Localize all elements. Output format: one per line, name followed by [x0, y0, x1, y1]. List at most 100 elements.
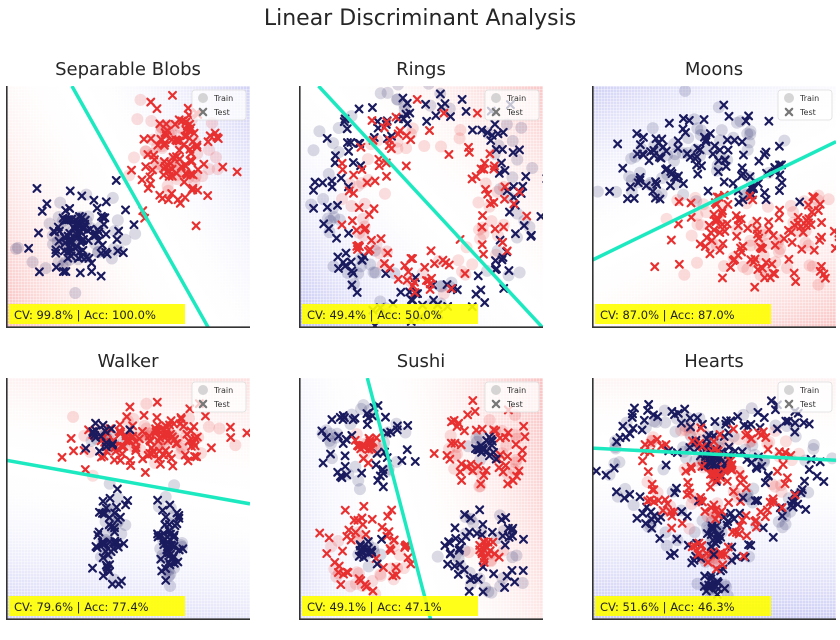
legend-test-label: Test	[506, 400, 523, 409]
plot-area: Train Test CV: 99.8% | Acc: 100.0%	[6, 86, 250, 328]
train-point	[229, 439, 241, 451]
train-point	[451, 448, 463, 460]
plot-area: Train Test CV: 87.0% | Acc: 87.0%	[592, 86, 836, 328]
panel-title: Sushi	[297, 350, 545, 374]
panel-title: Rings	[297, 58, 545, 82]
train-point	[498, 219, 510, 231]
train-point	[592, 186, 604, 198]
score-label: CV: 99.8% | Acc: 100.0%	[9, 304, 185, 324]
train-point	[507, 135, 519, 147]
legend-test-label: Test	[506, 108, 523, 117]
panel-title: Hearts	[590, 350, 838, 374]
train-point	[213, 423, 225, 435]
train-point	[776, 521, 788, 533]
train-point	[515, 122, 527, 134]
train-point	[54, 197, 66, 209]
train-point	[354, 483, 366, 495]
train-point	[131, 113, 143, 125]
score-label: CV: 49.4% | Acc: 50.0%	[302, 304, 478, 324]
legend-test-label: Test	[799, 400, 816, 409]
train-point	[463, 546, 475, 558]
score-text: CV: 79.6% | Acc: 77.4%	[14, 600, 149, 614]
train-point	[210, 151, 222, 163]
score-label: CV: 51.6% | Acc: 46.3%	[595, 596, 771, 616]
train-point	[140, 398, 152, 410]
train-point	[716, 124, 728, 136]
panel-walker: Walker Train Test CV: 79.6% | Acc: 77.4%	[4, 350, 252, 640]
plot-area: Train Test CV: 51.6% | Acc: 46.3%	[592, 378, 836, 620]
train-point	[484, 414, 496, 426]
legend-test-label: Test	[213, 400, 230, 409]
legend-train-marker	[491, 385, 501, 395]
plot-area: Train Test CV: 49.1% | Acc: 47.1%	[299, 378, 543, 620]
train-point	[526, 162, 538, 174]
train-point	[691, 257, 703, 269]
train-point	[823, 193, 835, 205]
train-point	[203, 421, 215, 433]
legend-train-marker	[491, 93, 501, 103]
train-point	[781, 262, 793, 274]
panel-title: Separable Blobs	[4, 58, 252, 82]
legend: Train Test	[778, 382, 832, 412]
train-point	[659, 416, 671, 428]
train-point	[432, 551, 444, 563]
panel-title: Moons	[590, 58, 838, 82]
panel-rings: Rings Train Test CV: 49.4% | Acc: 50.0%	[297, 58, 545, 348]
train-point	[129, 228, 141, 240]
score-text: CV: 99.8% | Acc: 100.0%	[14, 308, 156, 322]
train-point	[683, 523, 695, 535]
train-point	[12, 242, 24, 254]
train-point	[112, 214, 124, 226]
legend: Train Test	[778, 90, 832, 120]
figure-title: Linear Discriminant Analysis	[0, 6, 840, 31]
train-point	[438, 288, 450, 300]
train-point	[780, 435, 792, 447]
legend-train-marker	[198, 93, 208, 103]
legend-test-label: Test	[213, 108, 230, 117]
plot-area: Train Test CV: 79.6% | Acc: 77.4%	[6, 378, 250, 620]
score-text: CV: 49.1% | Acc: 47.1%	[307, 600, 442, 614]
train-point	[135, 94, 147, 106]
legend: Train Test	[192, 90, 246, 120]
train-point	[647, 122, 659, 134]
panel-separable-blobs: Separable Blobs Train Test CV: 99.8% | Acc…	[4, 58, 252, 348]
score-text: CV: 51.6% | Acc: 46.3%	[600, 600, 735, 614]
train-point	[472, 197, 484, 209]
train-point	[466, 258, 478, 270]
train-point	[375, 87, 387, 99]
train-point	[69, 287, 81, 299]
legend: Train Test	[485, 382, 539, 412]
panel-title: Walker	[4, 350, 252, 374]
train-point	[454, 124, 466, 136]
score-label: CV: 79.6% | Acc: 77.4%	[9, 596, 185, 616]
legend: Train Test	[485, 90, 539, 120]
train-point	[807, 443, 819, 455]
legend-train-marker	[784, 93, 794, 103]
train-point	[686, 230, 698, 242]
legend-test-label: Test	[799, 108, 816, 117]
train-point	[379, 188, 391, 200]
score-label: CV: 49.1% | Acc: 47.1%	[302, 596, 478, 616]
legend: Train Test	[192, 382, 246, 412]
legend-train-label: Train	[213, 94, 233, 103]
panel-hearts: Hearts Train Test CV: 51.6% | Acc: 46.3%	[590, 350, 838, 640]
train-point	[418, 140, 430, 152]
legend-train-label: Train	[799, 94, 819, 103]
train-point	[27, 256, 39, 268]
legend-train-label: Train	[799, 386, 819, 395]
score-text: CV: 87.0% | Acc: 87.0%	[600, 308, 735, 322]
score-label: CV: 87.0% | Acc: 87.0%	[595, 304, 771, 324]
train-point	[400, 142, 412, 154]
train-point	[325, 541, 337, 553]
train-point	[452, 254, 464, 266]
legend-train-label: Train	[506, 386, 526, 395]
legend-train-label: Train	[506, 94, 526, 103]
train-point	[196, 170, 208, 182]
plot-area: Train Test CV: 49.4% | Acc: 50.0%	[299, 86, 543, 328]
train-point	[67, 411, 79, 423]
train-point	[628, 499, 640, 511]
legend-train-marker	[198, 385, 208, 395]
legend-train-label: Train	[213, 386, 233, 395]
train-point	[128, 152, 140, 164]
score-text: CV: 49.4% | Acc: 50.0%	[307, 308, 442, 322]
